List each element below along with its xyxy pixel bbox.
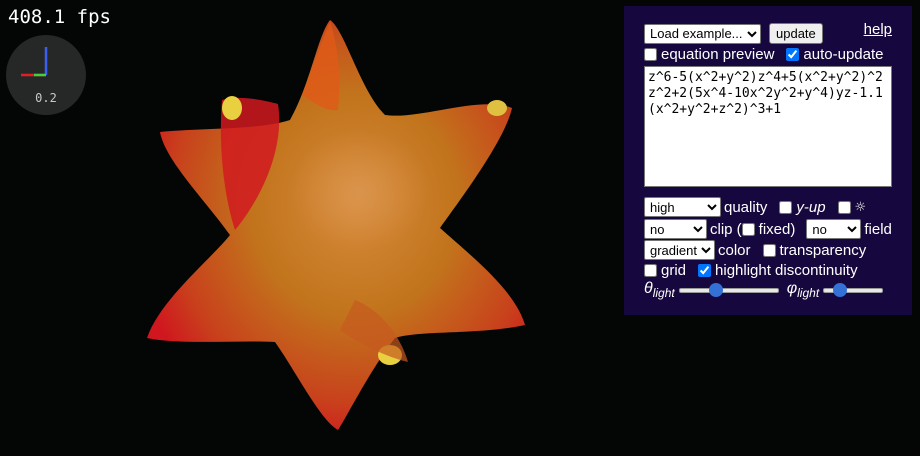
color-select[interactable]: gradient	[644, 240, 715, 260]
help-link[interactable]: help	[863, 21, 892, 38]
phi-light-slider[interactable]	[823, 283, 884, 298]
transparency-checkbox[interactable]	[762, 243, 776, 257]
axes-widget[interactable]: 0.2	[6, 35, 86, 115]
light-icon: ☼	[854, 199, 867, 215]
fixed-label: fixed)	[758, 220, 796, 238]
theta-light-slider[interactable]	[678, 283, 779, 298]
clip-select[interactable]: no	[644, 219, 707, 239]
yup-checkbox[interactable]	[779, 200, 793, 214]
highlight-discontinuity-checkbox[interactable]	[698, 264, 712, 277]
light-checkbox[interactable]	[837, 200, 851, 214]
quality-label: quality	[724, 198, 768, 216]
field-select[interactable]: no	[806, 219, 862, 239]
theta-light-label: θlight	[644, 280, 675, 301]
fps-counter: 408.1 fps	[8, 6, 111, 28]
equation-input[interactable]	[644, 66, 892, 187]
fixed-checkbox[interactable]	[741, 222, 755, 236]
axes-icon	[21, 47, 48, 77]
highlight-discontinuity-label: highlight discontinuity	[715, 262, 858, 279]
auto-update-label: auto-update	[803, 46, 884, 63]
color-label: color	[718, 241, 751, 259]
quality-select[interactable]: high	[644, 197, 721, 217]
equation-preview-label: equation preview	[661, 46, 775, 63]
clip-label: clip (	[710, 220, 742, 238]
surface-mesh	[147, 20, 525, 430]
field-label: field	[864, 220, 892, 238]
grid-checkbox[interactable]	[644, 264, 657, 277]
phi-light-label: φlight	[786, 280, 820, 301]
example-select[interactable]: Load example...	[644, 23, 761, 44]
phi-slider-thumb[interactable]	[833, 283, 848, 298]
update-button[interactable]: update	[769, 23, 823, 44]
transparency-label: transparency	[779, 241, 867, 259]
axes-scale-label: 0.2	[35, 91, 57, 105]
auto-update-checkbox[interactable]	[786, 48, 800, 61]
theta-slider-thumb[interactable]	[708, 283, 723, 298]
grid-label: grid	[661, 262, 687, 279]
yup-label: y-up	[796, 198, 826, 216]
equation-preview-checkbox[interactable]	[644, 48, 657, 61]
control-panel: Load example... update help equation pre…	[624, 6, 912, 315]
